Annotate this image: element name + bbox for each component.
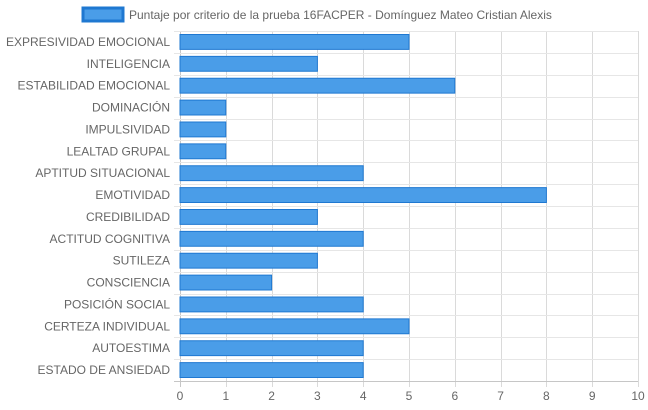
legend[interactable]: Puntaje por criterio de la prueba 16FACP… <box>81 6 552 23</box>
bar[interactable] <box>179 34 410 50</box>
x-tick-label: 6 <box>451 389 458 403</box>
bar[interactable] <box>179 121 227 138</box>
bar[interactable] <box>179 230 364 247</box>
category-label: SUTILEZA <box>113 254 170 268</box>
category-label: POSICIÓN SOCIAL <box>64 296 170 311</box>
x-tick-label: 9 <box>589 389 596 403</box>
bar[interactable] <box>179 362 364 378</box>
bar[interactable] <box>179 318 410 335</box>
category-label: INTELIGENCIA <box>87 57 170 71</box>
category-label: CONSCIENCIA <box>87 276 170 290</box>
category-label: ESTABILIDAD EMOCIONAL <box>18 79 171 93</box>
x-tick-label: 1 <box>222 389 229 403</box>
category-label: CREDIBILIDAD <box>86 210 170 224</box>
bar[interactable] <box>179 209 318 225</box>
category-labels: EXPRESIVIDAD EMOCIONAL INTELIGENCIA ESTABI… <box>6 35 170 377</box>
category-label: ACTITUD COGNITIVA <box>50 232 170 246</box>
bars <box>179 34 547 378</box>
bar[interactable] <box>179 296 364 313</box>
x-tick-labels: 0 1 2 3 4 5 6 7 8 9 10 <box>177 389 645 403</box>
legend-label: Puntaje por criterio de la prueba 16FACP… <box>129 8 552 22</box>
bar[interactable] <box>179 55 318 72</box>
bar[interactable] <box>179 252 318 269</box>
x-tick-label: 0 <box>177 389 184 403</box>
category-label: APTITUD SITUACIONAL <box>35 166 170 180</box>
bar[interactable] <box>179 274 273 291</box>
category-label: EMOTIVIDAD <box>95 188 170 202</box>
x-tick-label: 4 <box>360 389 367 403</box>
category-label: EXPRESIVIDAD EMOCIONAL <box>6 35 170 49</box>
bar[interactable] <box>179 77 456 94</box>
x-tick-label: 5 <box>406 389 413 403</box>
bar[interactable] <box>179 99 227 116</box>
legend-swatch <box>81 6 125 23</box>
x-tick-label: 7 <box>497 389 504 403</box>
x-tick-label: 8 <box>543 389 550 403</box>
x-tick-label: 2 <box>268 389 275 403</box>
x-tick-label: 3 <box>314 389 321 403</box>
bar[interactable] <box>179 187 547 203</box>
x-tick-label: 10 <box>631 389 645 403</box>
category-label: IMPULSIVIDAD <box>85 122 170 136</box>
bar[interactable] <box>179 340 364 357</box>
category-label: CERTEZA INDIVIDUAL <box>44 319 170 333</box>
bar[interactable] <box>179 165 364 182</box>
category-label: ESTADO DE ANSIEDAD <box>38 363 171 377</box>
bar[interactable] <box>179 143 227 160</box>
category-label: DOMINACIÓN <box>92 100 170 115</box>
category-label: LEALTAD GRUPAL <box>67 144 171 158</box>
category-label: AUTOESTIMA <box>92 341 170 355</box>
